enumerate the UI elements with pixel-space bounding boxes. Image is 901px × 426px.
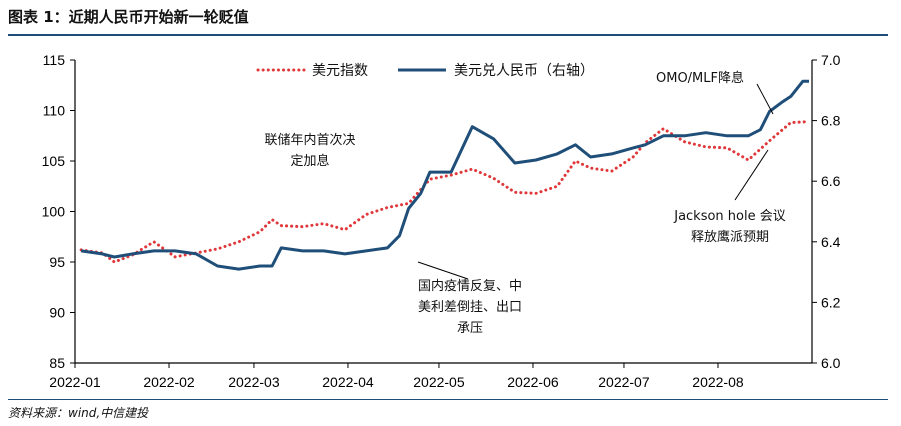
axes: 85 90 95 100 105 110 115 6.0 6.2 6.4 6.6 6.8 7.0 2022… [42, 52, 841, 390]
y-right-tick-label: 6.0 [821, 355, 841, 371]
annotation-omo-mlf-line: OMO/MLF降息 [656, 70, 744, 86]
x-tick-label: 2022-07 [598, 374, 650, 390]
x-tick-label: 2022-02 [143, 374, 195, 390]
y-left-tick-label: 95 [49, 254, 65, 270]
title-rule [8, 34, 888, 36]
y-left-tick-label: 110 [43, 103, 66, 119]
legend: 美元指数 美元兑人民币（右轴） [256, 63, 594, 79]
x-tick-label: 2022-06 [507, 374, 559, 390]
y-left-tick-label: 115 [43, 52, 66, 68]
y-right-tick-label: 7.0 [821, 52, 841, 68]
annotation-china-pressure-line: 国内疫情反复、中 [418, 278, 522, 294]
annotation-china-pressure-line: 承压 [457, 321, 483, 336]
y-left-tick-label: 105 [42, 153, 66, 169]
y-right-tick-label: 6.2 [821, 294, 841, 310]
x-tick-label: 2022-08 [692, 374, 744, 390]
series-group [79, 79, 811, 271]
fx-line-chart: 85 90 95 100 105 110 115 6.0 6.2 6.4 6.6 6.8 7.0 2022… [42, 52, 841, 390]
series-line-usdcny [80, 79, 809, 271]
y-right-tick-label: 6.6 [821, 173, 841, 189]
x-tick-label: 2022-03 [228, 374, 280, 390]
annotation-fed-hike-line: 定加息 [290, 153, 329, 169]
legend-label-usd-index: 美元指数 [312, 63, 368, 79]
source-rule [8, 399, 888, 400]
annotation-china-pressure-line: 美利差倒挂、出口 [418, 300, 522, 315]
x-tick-label: 2022-01 [49, 374, 101, 390]
figure-title: 图表 1：近期人民币开始新一轮贬值 [8, 8, 249, 26]
x-tick-label: 2022-04 [322, 374, 374, 390]
y-left-tick-label: 90 [49, 305, 65, 321]
y-right-tick-label: 6.8 [821, 113, 841, 129]
annotation-fed-hike-line: 联储年内首次决 [264, 132, 355, 148]
y-left-tick-label: 85 [49, 355, 65, 371]
source-note: 资料来源：wind,中信建投 [8, 406, 149, 420]
legend-label-usdcny: 美元兑人民币（右轴） [454, 63, 594, 79]
series-line-usd-index [79, 120, 811, 264]
x-tick-label: 2022-05 [413, 374, 465, 390]
annotation-jackson-hole-leader [734, 149, 769, 201]
annotation-jackson-hole-line: 释放鹰派预期 [691, 229, 769, 245]
annotation-china-pressure-leader [417, 261, 469, 280]
y-right-tick-label: 6.4 [821, 234, 841, 250]
y-left-tick-label: 100 [42, 204, 66, 220]
annotation-jackson-hole-line: Jackson hole 会议 [673, 209, 786, 224]
annotation-omo-mlf-leader [756, 83, 774, 115]
